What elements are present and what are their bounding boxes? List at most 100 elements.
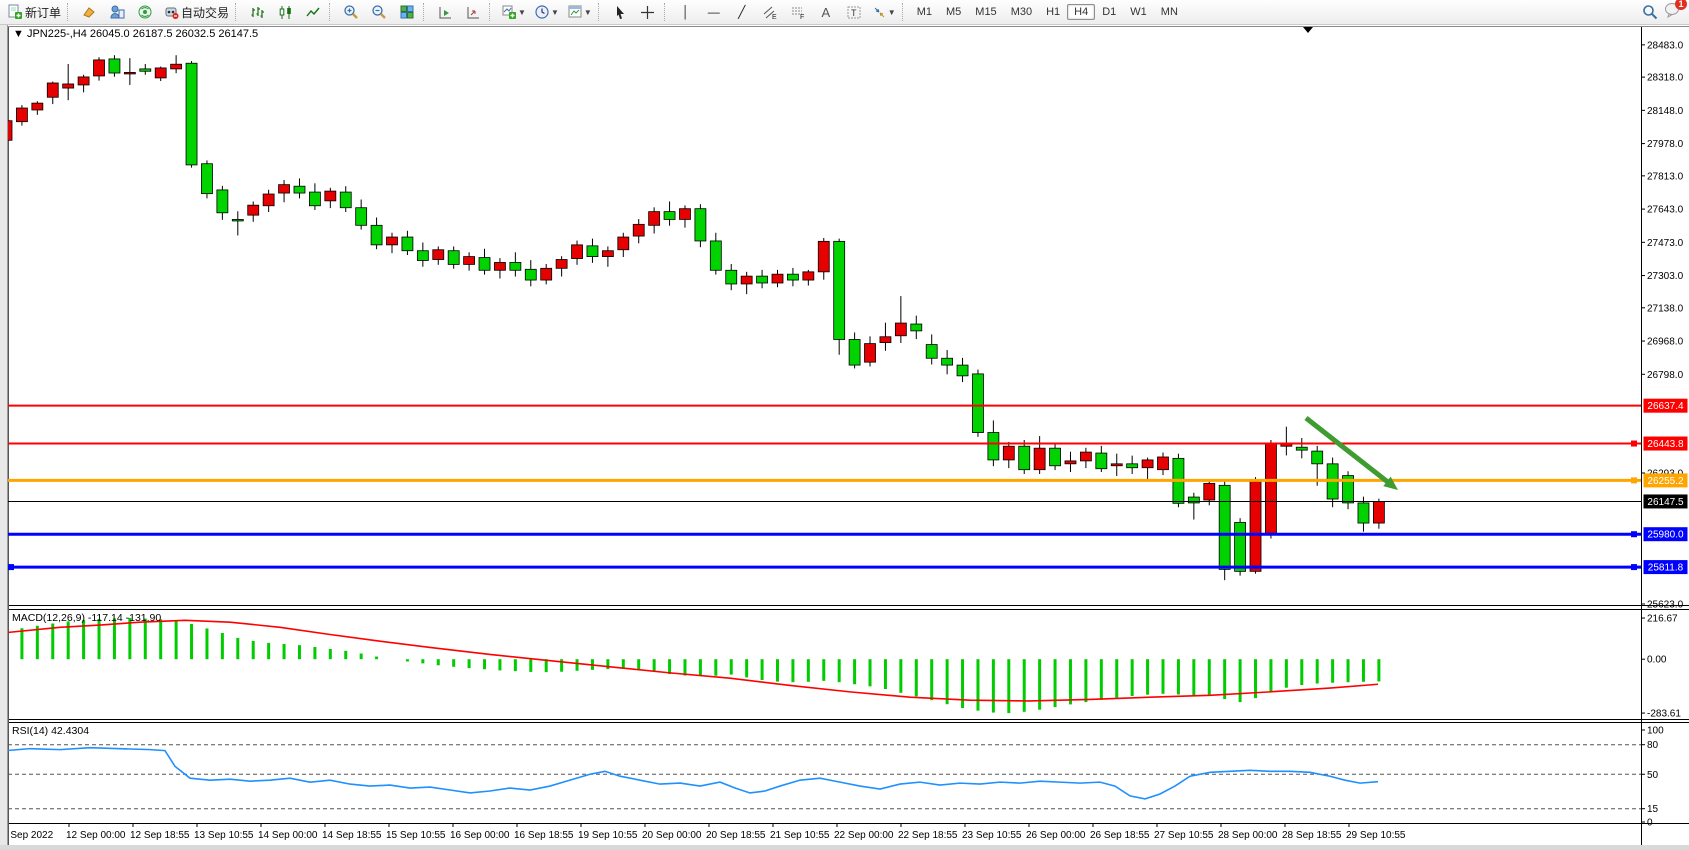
zoom-in-button[interactable] [337, 1, 365, 23]
candle-body [108, 58, 121, 74]
hline-marker[interactable] [1631, 531, 1637, 538]
time-tick-label: 15 Sep 10:55 [386, 830, 446, 841]
timeframe-button-mn[interactable]: MN [1160, 6, 1178, 18]
chart-background[interactable] [8, 26, 1641, 845]
candle-body [941, 357, 954, 366]
chart-shift-marker[interactable] [1303, 27, 1313, 33]
candle-body [524, 268, 537, 281]
channel-letter: E [772, 14, 777, 20]
candle-body [894, 322, 907, 337]
signal-button[interactable] [131, 1, 159, 23]
notification-badge: 1 [1675, 0, 1687, 10]
candle-body [632, 223, 645, 237]
candle-body [247, 204, 260, 216]
time-tick-label: 27 Sep 10:55 [1154, 830, 1214, 841]
timeframe-button-m1[interactable]: M1 [916, 6, 932, 18]
candle-body [478, 257, 491, 271]
chat-button[interactable]: 1 [1664, 0, 1687, 23]
timeframe-button-m5[interactable]: M5 [946, 6, 962, 18]
vline-tool-button[interactable]: │ [672, 1, 700, 23]
macd-tick-label: -283.61 [1647, 709, 1681, 720]
trend-arrow-line[interactable] [1304, 416, 1394, 488]
market-watch-button[interactable] [103, 1, 131, 23]
market-watch-icon [110, 5, 125, 19]
timeframe-button-w1[interactable]: W1 [1130, 6, 1147, 18]
channel-tool-button[interactable]: E [756, 1, 784, 23]
toolbar-separator [67, 3, 72, 21]
new-order-button[interactable]: 新订单 [3, 1, 65, 23]
auto-trading-button[interactable]: 自动交易 [159, 1, 233, 23]
candle-body [432, 249, 445, 260]
candle-body [787, 273, 799, 281]
candle-body [93, 59, 105, 77]
indicator-window-button[interactable] [431, 1, 459, 23]
rsi-line [5, 746, 1379, 800]
text-tool-button[interactable]: A [812, 1, 840, 23]
candle-body [1357, 502, 1370, 524]
hline-price-label: 26443.8 [1647, 439, 1684, 450]
candle-body [370, 224, 383, 246]
label-tool-button[interactable]: T [840, 1, 868, 23]
indicator-step-button[interactable] [459, 1, 487, 23]
bar-chart-type-button[interactable] [243, 1, 271, 23]
cursor-tool-button[interactable] [606, 1, 634, 23]
candle-body [972, 373, 984, 433]
arrows-tool-button[interactable]: ▼ [868, 1, 900, 23]
template-button[interactable]: ▼ [563, 1, 596, 23]
time-tick-label: 16 Sep 00:00 [450, 830, 510, 841]
clock-icon [535, 5, 549, 19]
zoom-out-button[interactable] [365, 1, 393, 23]
candle-body [663, 211, 676, 220]
hline-tool-button[interactable]: — [700, 1, 728, 23]
tile-windows-button[interactable] [393, 1, 421, 23]
candle-body [386, 236, 398, 246]
candle-body [925, 344, 938, 359]
timeframe-button-m30[interactable]: M30 [1010, 6, 1033, 18]
hline-marker[interactable] [1631, 440, 1637, 447]
line-chart-icon [305, 7, 320, 16]
trend-arrow-head[interactable] [1383, 476, 1398, 490]
dropdown-caret: ▼ [550, 7, 559, 17]
time-tick-label: 28 Sep 00:00 [1218, 830, 1278, 841]
bar-chart-icon [251, 6, 264, 18]
eraser-button[interactable] [75, 1, 103, 23]
trendline-tool-button[interactable]: ╱ [728, 1, 756, 23]
candle-body [494, 262, 506, 271]
time-tick-label: 26 Sep 18:55 [1090, 830, 1150, 841]
price-tag [1643, 494, 1688, 509]
candle-body [833, 240, 846, 340]
hline-marker[interactable] [1631, 564, 1637, 571]
add-indicator-icon [502, 5, 517, 19]
candle-body [725, 269, 738, 285]
add-indicator-button[interactable]: ▼ [497, 1, 530, 23]
zoom-in-icon [344, 5, 358, 19]
candle-body [170, 63, 183, 70]
horizontal-line-icon: — [707, 5, 720, 19]
candle-body [1033, 447, 1046, 471]
candle-chart-type-button[interactable] [271, 1, 299, 23]
timeframe-button-h1[interactable]: H1 [1046, 6, 1061, 18]
candle-body [308, 191, 321, 207]
dropdown-caret: ▼ [518, 7, 526, 17]
crosshair-tool-button[interactable] [634, 1, 662, 23]
line-chart-type-button[interactable] [299, 1, 327, 23]
candle-body [139, 68, 152, 72]
price-tag [1643, 473, 1688, 488]
timeframe-button-m15[interactable]: M15 [975, 6, 997, 18]
auto-trading-icon [165, 7, 179, 19]
candle-body [278, 184, 290, 194]
candle-body [185, 62, 198, 166]
search-icon[interactable] [1642, 4, 1658, 20]
timeframe-button-h4[interactable]: H4 [1067, 4, 1096, 20]
hline-marker[interactable] [8, 564, 14, 571]
fibonacci-tool-button[interactable]: F [784, 1, 812, 23]
candlestick-chart-icon [279, 5, 291, 19]
timeframe-button-d1[interactable]: D1 [1102, 6, 1117, 18]
candle-body [1265, 442, 1277, 534]
cursor-icon [616, 5, 624, 19]
hline-marker[interactable] [1631, 477, 1637, 484]
period-button[interactable]: ▼ [530, 1, 563, 23]
dropdown-caret: ▼ [583, 7, 592, 17]
